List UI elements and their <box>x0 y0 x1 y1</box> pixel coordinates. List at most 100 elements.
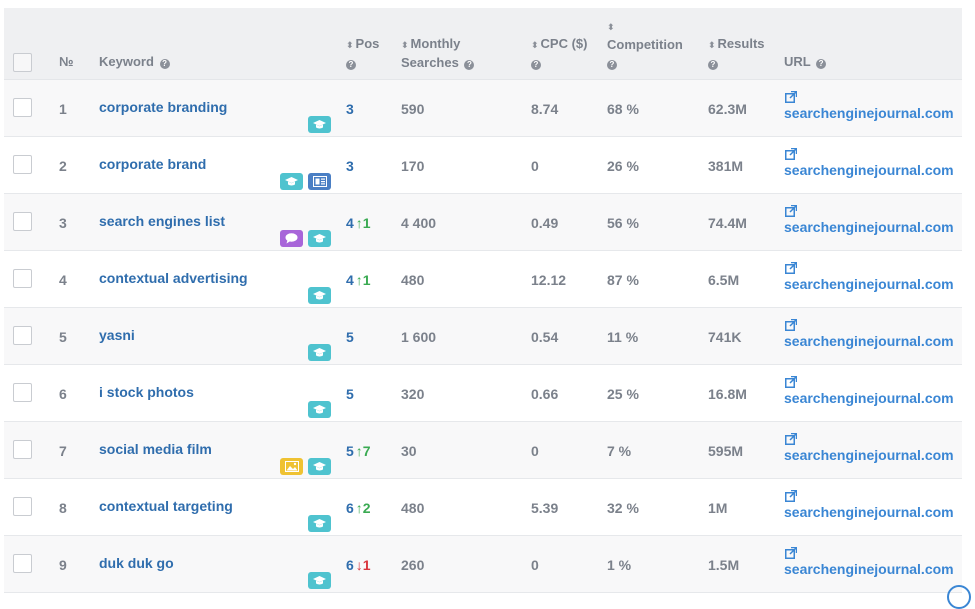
help-icon[interactable]: ? <box>607 60 617 70</box>
pos-column-header[interactable]: ⬍ Pos ? <box>346 35 379 72</box>
help-icon[interactable]: ? <box>708 60 718 70</box>
external-link-icon[interactable] <box>784 376 954 388</box>
help-icon[interactable]: ? <box>464 60 475 70</box>
education-icon[interactable] <box>308 116 331 133</box>
external-link-icon[interactable] <box>784 547 954 559</box>
results-header-label: Results <box>717 36 765 51</box>
num-header-label: № <box>59 54 74 69</box>
row-checkbox[interactable] <box>13 383 32 402</box>
education-icon[interactable] <box>308 572 331 589</box>
external-link-icon[interactable] <box>784 433 954 445</box>
table-row: 4 contextual advertising 4 ↑1 480 12.12 87 % 6.… <box>4 251 962 308</box>
monthly-searches-column-header[interactable]: ⬍ Monthly Searches ? <box>401 35 475 72</box>
url-link[interactable]: searchenginejournal.com <box>784 447 954 463</box>
results-cell: 62.3M <box>708 101 747 117</box>
row-checkbox[interactable] <box>13 497 32 516</box>
row-checkbox[interactable] <box>13 155 32 174</box>
serp-feature-badges <box>308 287 331 304</box>
cpc-cell: 0 <box>531 557 539 573</box>
external-link-icon[interactable] <box>784 148 954 160</box>
external-link-icon[interactable] <box>784 91 954 103</box>
keyword-link[interactable]: yasni <box>99 327 135 343</box>
position-cell: 5 ↑7 <box>346 442 371 460</box>
position-change-value: 1 <box>362 557 371 573</box>
keyword-link[interactable]: corporate brand <box>99 156 207 172</box>
url-link[interactable]: searchenginejournal.com <box>784 504 954 520</box>
image-icon[interactable] <box>280 458 303 475</box>
education-icon[interactable] <box>308 458 331 475</box>
external-link-icon[interactable] <box>784 205 954 217</box>
url-link[interactable]: searchenginejournal.com <box>784 276 954 292</box>
help-icon[interactable]: ? <box>159 59 170 69</box>
education-icon[interactable] <box>308 515 331 532</box>
education-icon[interactable] <box>308 287 331 304</box>
row-number: 3 <box>59 215 67 231</box>
competition-cell: 11 % <box>607 329 639 345</box>
row-checkbox[interactable] <box>13 98 32 117</box>
news-icon[interactable] <box>308 173 331 190</box>
cpc-cell: 8.74 <box>531 101 559 117</box>
help-icon[interactable]: ? <box>816 59 827 69</box>
url-link[interactable]: searchenginejournal.com <box>784 219 954 235</box>
sort-icon[interactable]: ⬍ <box>346 40 353 50</box>
url-cell: searchenginejournal.com <box>784 205 954 236</box>
cpc-cell: 5.39 <box>531 500 559 516</box>
monthly-searches-cell: 4 400 <box>401 215 437 231</box>
position-change-value: 1 <box>362 272 371 288</box>
row-checkbox[interactable] <box>13 269 32 288</box>
competition-cell: 68 % <box>607 101 639 117</box>
keyword-link[interactable]: corporate branding <box>99 99 228 115</box>
url-link[interactable]: searchenginejournal.com <box>784 561 954 577</box>
url-link[interactable]: searchenginejournal.com <box>784 390 954 406</box>
external-link-icon[interactable] <box>784 262 954 274</box>
cpc-cell: 0.54 <box>531 329 559 345</box>
education-icon[interactable] <box>308 401 331 418</box>
chat-widget-icon[interactable] <box>947 585 971 609</box>
sort-icon[interactable]: ⬍ <box>607 22 614 32</box>
competition-cell: 7 % <box>607 443 632 459</box>
row-checkbox[interactable] <box>13 326 32 345</box>
chat-icon[interactable] <box>280 230 303 247</box>
cpc-column-header[interactable]: ⬍ CPC ($) ? <box>531 35 588 72</box>
row-checkbox[interactable] <box>13 212 32 231</box>
help-icon[interactable]: ? <box>531 60 541 70</box>
competition-cell: 56 % <box>607 215 639 231</box>
keyword-link[interactable]: social media film <box>99 441 212 457</box>
competition-column-header[interactable]: ⬍ Competition ? <box>607 17 683 72</box>
row-checkbox[interactable] <box>13 554 32 573</box>
results-column-header[interactable]: ⬍ Results ? <box>708 35 765 72</box>
sort-icon[interactable]: ⬍ <box>401 40 408 50</box>
keyword-cell: social media film <box>99 440 331 475</box>
keyword-link[interactable]: duk duk go <box>99 555 174 571</box>
url-link[interactable]: searchenginejournal.com <box>784 105 954 121</box>
select-all-checkbox[interactable] <box>13 53 32 72</box>
url-cell: searchenginejournal.com <box>784 91 954 122</box>
education-icon[interactable] <box>308 344 331 361</box>
row-number: 4 <box>59 272 67 288</box>
competition-cell: 1 % <box>607 557 632 573</box>
row-number: 2 <box>59 158 67 174</box>
cpc-header-label: CPC ($) <box>540 36 588 51</box>
monthly-header-label-line2: Searches <box>401 55 459 70</box>
help-icon[interactable]: ? <box>346 60 356 70</box>
external-link-icon[interactable] <box>784 319 954 331</box>
keyword-link[interactable]: contextual advertising <box>99 270 248 286</box>
row-number: 1 <box>59 101 67 117</box>
url-link[interactable]: searchenginejournal.com <box>784 162 954 178</box>
table-row: 8 contextual targeting 6 ↑2 480 5.39 32 % 1M sea… <box>4 479 962 536</box>
url-link[interactable]: searchenginejournal.com <box>784 333 954 349</box>
monthly-searches-cell: 480 <box>401 500 425 516</box>
row-checkbox[interactable] <box>13 440 32 459</box>
url-cell: searchenginejournal.com <box>784 319 954 350</box>
education-icon[interactable] <box>308 230 331 247</box>
results-cell: 381M <box>708 158 744 174</box>
keyword-link[interactable]: i stock photos <box>99 384 194 400</box>
sort-icon[interactable]: ⬍ <box>708 40 715 50</box>
education-icon[interactable] <box>280 173 303 190</box>
external-link-icon[interactable] <box>784 490 954 502</box>
keyword-link[interactable]: search engines list <box>99 213 226 229</box>
keyword-link[interactable]: contextual targeting <box>99 498 233 514</box>
keyword-column-header[interactable]: Keyword ? <box>99 53 170 71</box>
sort-icon[interactable]: ⬍ <box>531 40 538 50</box>
results-cell: 6.5M <box>708 272 740 288</box>
